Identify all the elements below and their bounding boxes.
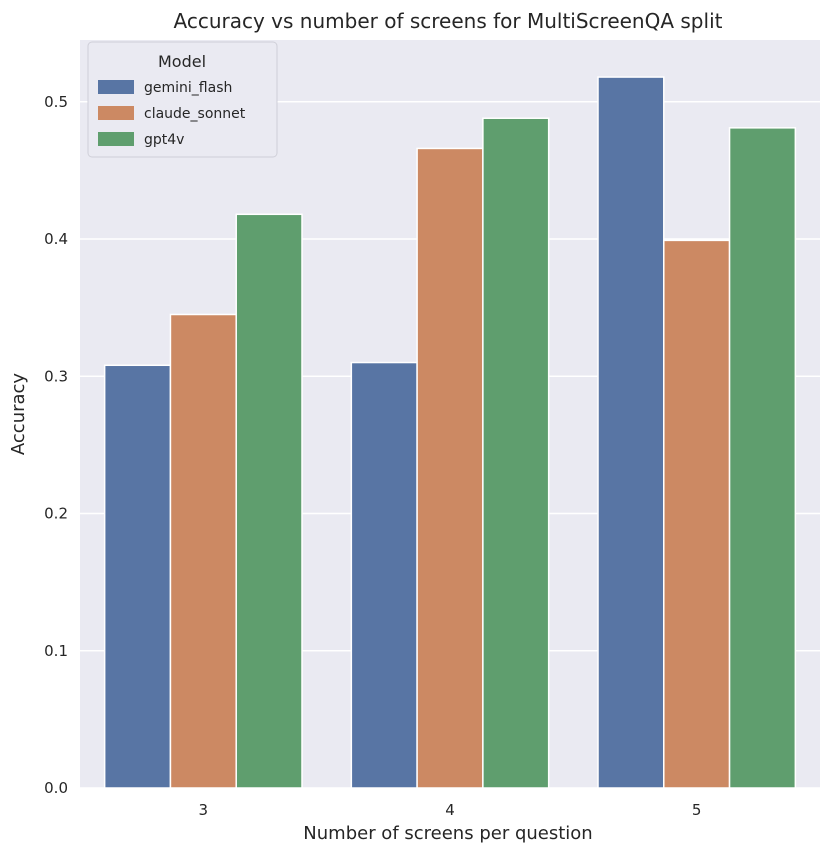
legend-items: gemini_flash claude_sonnet gpt4v [98, 80, 246, 148]
bar-claude_sonnet-3 [169, 313, 237, 789]
x-axis-ticks: 3 4 5 [199, 801, 702, 819]
bar-claude_sonnet-4 [416, 147, 484, 789]
legend-label-gpt4v: gpt4v [144, 132, 184, 148]
bar-gpt4v-5 [728, 127, 797, 789]
legend: Model gemini_flash claude_sonnet gpt4v [87, 41, 278, 158]
chart-title: Accuracy vs number of screens for MultiS… [174, 9, 723, 33]
legend-swatch-gpt4v [98, 132, 134, 146]
y-tick-label: 0.2 [44, 505, 68, 523]
y-axis-ticks: 0.0 0.1 0.2 0.3 0.4 0.5 [44, 93, 68, 797]
bar-gemini_flash-3 [103, 364, 172, 789]
x-tick-label: 3 [199, 801, 209, 819]
legend-swatch-gemini_flash [98, 80, 134, 94]
legend-swatch-claude_sonnet [98, 106, 134, 120]
bar-claude_sonnet-5 [663, 239, 731, 789]
x-tick-label: 4 [445, 801, 455, 819]
y-tick-label: 0.1 [44, 642, 68, 660]
legend-box [87, 41, 278, 158]
bar-gemini_flash-4 [350, 361, 418, 789]
x-axis-label: Number of screens per question [303, 823, 592, 844]
bars [103, 76, 797, 789]
legend-title: Model [158, 52, 206, 71]
y-axis-label: Accuracy [8, 373, 29, 456]
y-tick-label: 0.5 [44, 93, 68, 111]
x-tick-label: 5 [692, 801, 702, 819]
legend-label-gemini_flash: gemini_flash [144, 80, 232, 96]
bar-gemini_flash-5 [597, 76, 665, 789]
y-tick-label: 0.0 [44, 779, 68, 797]
bar-gpt4v-4 [482, 117, 550, 789]
y-tick-label: 0.3 [44, 367, 68, 385]
legend-label-claude_sonnet: claude_sonnet [144, 106, 246, 122]
bar-gpt4v-3 [235, 213, 303, 789]
y-tick-label: 0.4 [44, 230, 68, 248]
